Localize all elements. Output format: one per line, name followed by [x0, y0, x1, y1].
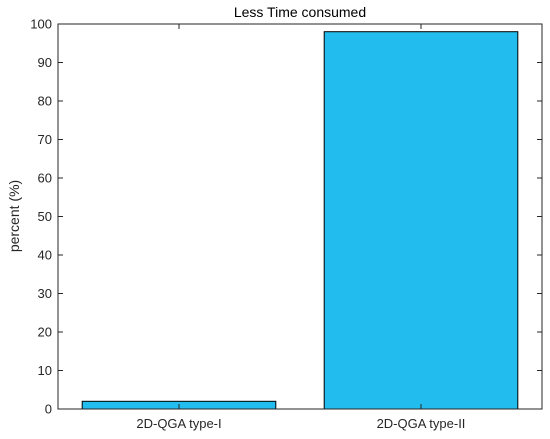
bar-2 — [323, 31, 519, 410]
y-tick-label-30: 30 — [38, 286, 52, 301]
y-tick-label-20: 20 — [38, 325, 52, 340]
x-tick-label-2: 2D-QGA type-II — [377, 416, 466, 431]
y-ticks-group: 0 10 20 30 40 50 60 70 80 90 100 — [30, 17, 542, 417]
y-tick-label-50: 50 — [38, 209, 52, 224]
y-tick-label-100: 100 — [30, 17, 52, 32]
y-tick-label-0: 0 — [45, 402, 52, 417]
y-tick-label-90: 90 — [38, 55, 52, 70]
y-axis-label: percent (%) — [6, 180, 22, 252]
x-ticks-group: 2D-QGA type-I 2D-QGA type-II — [136, 24, 465, 431]
y-tick-label-60: 60 — [38, 171, 52, 186]
y-tick-label-80: 80 — [38, 94, 52, 109]
y-tick-label-10: 10 — [38, 363, 52, 378]
x-tick-label-1: 2D-QGA type-I — [136, 416, 221, 431]
y-tick-label-40: 40 — [38, 248, 52, 263]
y-tick-label-70: 70 — [38, 132, 52, 147]
chart-title: Less Time consumed — [234, 4, 366, 20]
